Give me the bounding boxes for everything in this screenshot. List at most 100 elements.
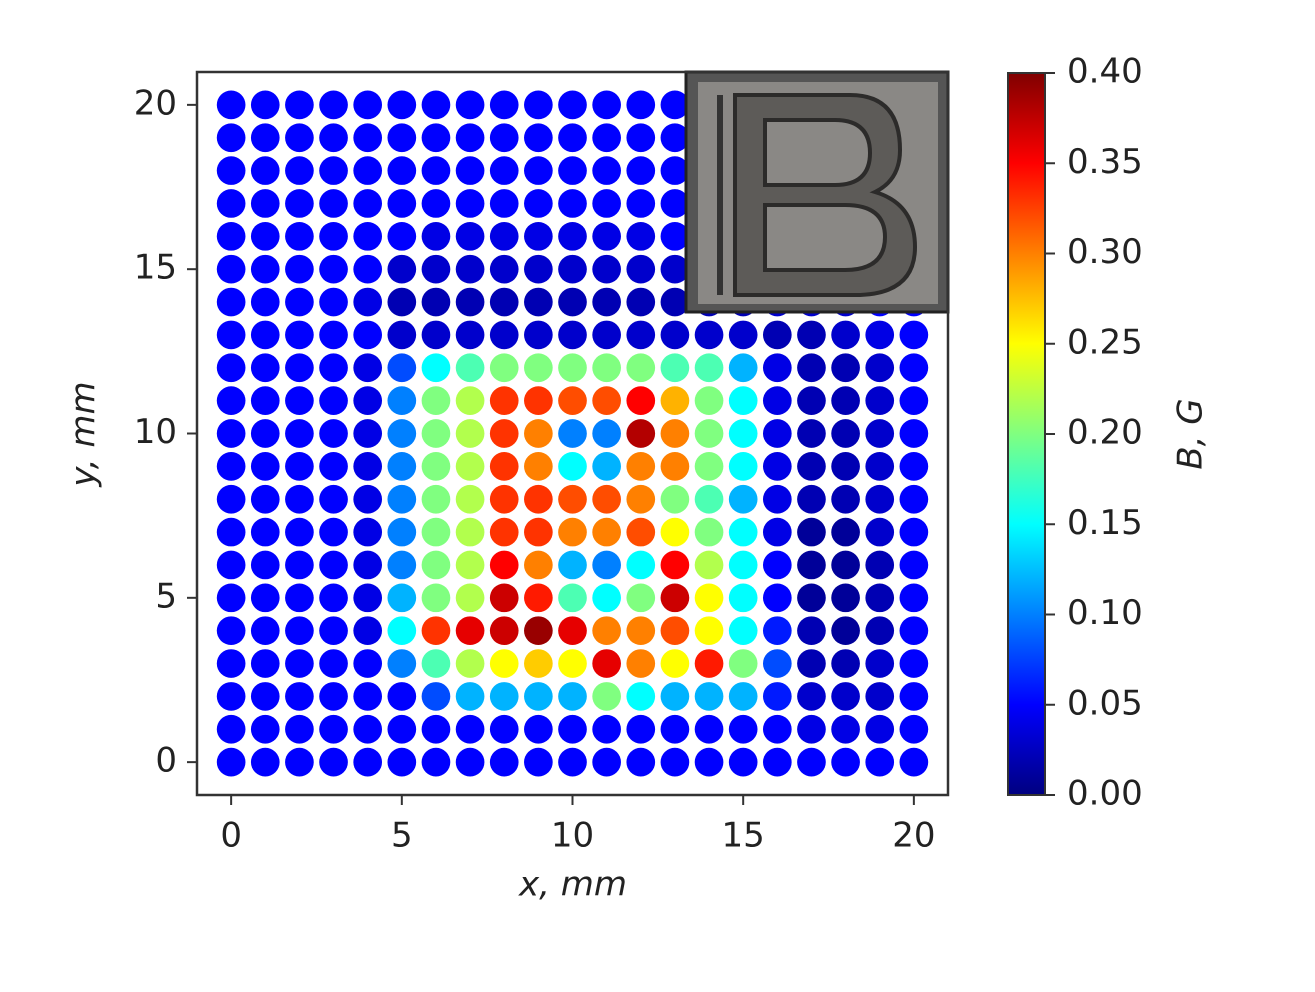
colorbar-tick-label: 0.40 bbox=[1067, 52, 1143, 92]
field-point bbox=[626, 320, 656, 350]
field-point bbox=[660, 156, 690, 185]
field-point bbox=[797, 484, 826, 514]
field-point bbox=[831, 353, 860, 383]
field-point bbox=[387, 221, 417, 251]
field-point bbox=[250, 287, 280, 317]
field-point bbox=[455, 221, 485, 251]
field-point bbox=[285, 583, 314, 613]
field-point bbox=[353, 189, 383, 218]
field-point bbox=[250, 221, 280, 251]
field-point bbox=[216, 583, 246, 613]
field-point bbox=[250, 90, 280, 120]
field-point bbox=[285, 320, 314, 350]
field-point bbox=[865, 649, 895, 678]
field-point bbox=[216, 682, 246, 711]
field-point bbox=[728, 353, 758, 383]
field-point bbox=[694, 714, 724, 744]
field-point bbox=[558, 550, 587, 580]
field-point bbox=[626, 517, 656, 547]
field-point bbox=[285, 517, 314, 547]
field-point bbox=[592, 189, 621, 218]
field-point bbox=[728, 649, 758, 678]
field-point bbox=[626, 682, 656, 711]
field-point bbox=[592, 484, 621, 514]
field-point bbox=[626, 583, 656, 613]
field-point bbox=[660, 649, 690, 678]
field-point bbox=[216, 156, 246, 185]
field-point bbox=[694, 452, 724, 481]
field-point bbox=[524, 419, 553, 448]
field-point bbox=[762, 419, 792, 448]
field-point bbox=[216, 714, 246, 744]
field-point bbox=[558, 714, 587, 744]
field-point bbox=[216, 484, 246, 514]
field-point bbox=[387, 287, 417, 317]
field-point bbox=[728, 386, 758, 415]
field-point bbox=[387, 616, 417, 646]
field-point bbox=[285, 550, 314, 580]
field-point bbox=[285, 90, 314, 120]
field-point bbox=[694, 682, 724, 711]
field-point bbox=[728, 550, 758, 580]
field-point bbox=[387, 90, 417, 120]
field-point bbox=[592, 616, 621, 646]
field-point bbox=[319, 123, 348, 153]
field-point bbox=[728, 484, 758, 514]
colorbar-tick-label: 0.10 bbox=[1067, 593, 1143, 633]
field-point bbox=[319, 287, 348, 317]
field-point bbox=[831, 320, 860, 350]
field-point bbox=[285, 747, 314, 777]
field-point bbox=[250, 649, 280, 678]
field-point bbox=[797, 616, 826, 646]
field-point bbox=[728, 583, 758, 613]
field-point bbox=[387, 682, 417, 711]
field-point bbox=[728, 452, 758, 481]
x-tick-label: 5 bbox=[391, 816, 413, 856]
field-point bbox=[660, 287, 690, 317]
field-point bbox=[626, 386, 656, 415]
field-point bbox=[489, 90, 519, 120]
field-point bbox=[626, 189, 656, 218]
field-point bbox=[592, 254, 621, 284]
field-point bbox=[694, 517, 724, 547]
field-point bbox=[865, 452, 895, 481]
field-point bbox=[626, 287, 656, 317]
field-point bbox=[524, 353, 553, 383]
field-point bbox=[353, 583, 383, 613]
field-point bbox=[319, 616, 348, 646]
colorbar-tick-label: 0.15 bbox=[1067, 503, 1143, 543]
field-point bbox=[762, 583, 792, 613]
colorbar-label: B, G bbox=[1171, 398, 1211, 469]
field-point bbox=[285, 156, 314, 185]
field-point bbox=[387, 484, 417, 514]
field-point bbox=[455, 419, 485, 448]
field-point bbox=[865, 747, 895, 777]
field-point bbox=[899, 320, 929, 350]
field-point bbox=[285, 254, 314, 284]
field-point bbox=[728, 682, 758, 711]
field-point bbox=[387, 550, 417, 580]
field-point bbox=[831, 550, 860, 580]
field-point bbox=[762, 320, 792, 350]
field-point bbox=[558, 254, 587, 284]
field-point bbox=[421, 682, 451, 711]
field-point bbox=[728, 714, 758, 744]
field-point bbox=[387, 386, 417, 415]
field-point bbox=[626, 747, 656, 777]
field-point bbox=[216, 517, 246, 547]
field-point bbox=[250, 484, 280, 514]
field-point bbox=[831, 517, 860, 547]
field-point bbox=[489, 156, 519, 185]
field-point bbox=[421, 189, 451, 218]
field-point bbox=[319, 189, 348, 218]
field-point bbox=[558, 616, 587, 646]
field-point bbox=[285, 419, 314, 448]
field-point bbox=[899, 682, 929, 711]
field-point bbox=[660, 189, 690, 218]
field-point bbox=[489, 123, 519, 153]
field-point bbox=[524, 583, 553, 613]
field-point bbox=[387, 156, 417, 185]
field-point bbox=[524, 123, 553, 153]
field-point bbox=[797, 550, 826, 580]
colorbar-tick-label: 0.25 bbox=[1067, 322, 1143, 362]
